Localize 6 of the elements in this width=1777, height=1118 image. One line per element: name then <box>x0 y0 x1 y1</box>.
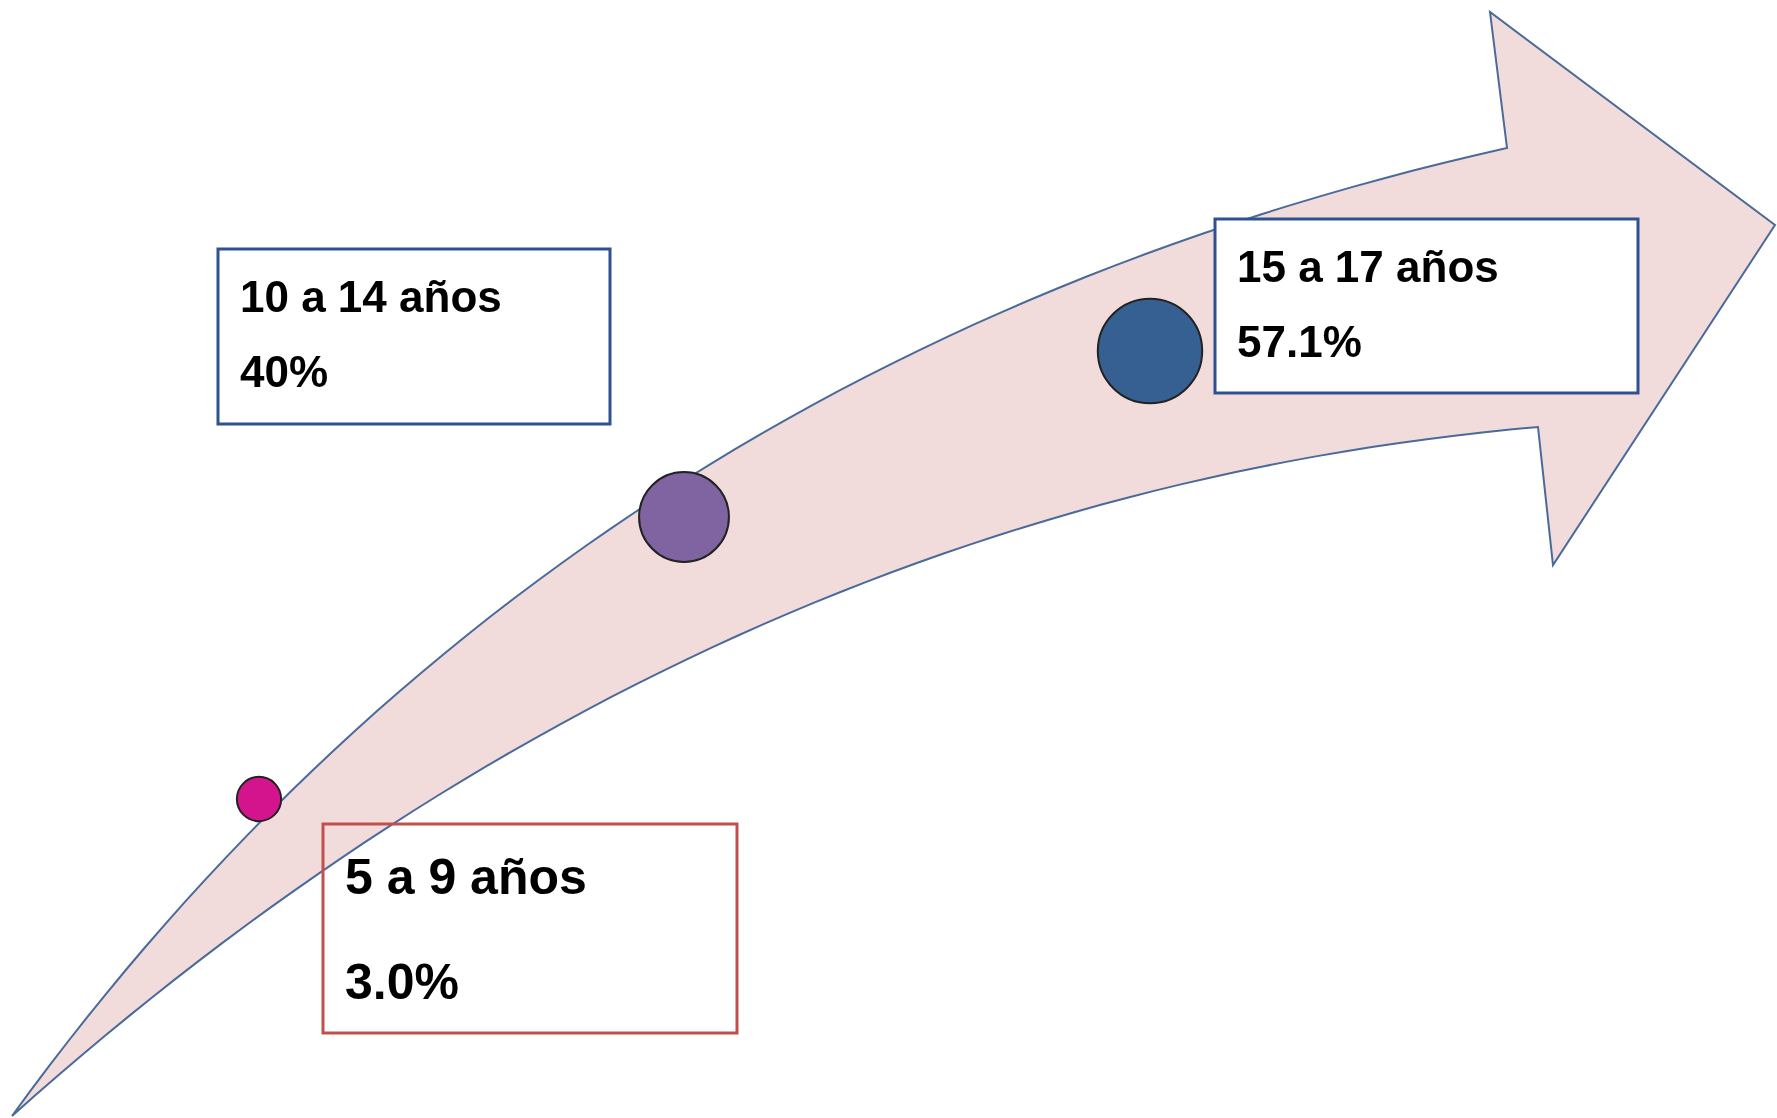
data-label: 57.1% <box>1237 317 1362 366</box>
data-label: 3.0% <box>345 954 459 1010</box>
category-label: 10 a 14 años <box>240 272 502 321</box>
data-label: 40% <box>240 347 329 396</box>
category-label: 5 a 9 años <box>345 849 587 905</box>
category-label: 15 a 17 años <box>1237 242 1499 291</box>
